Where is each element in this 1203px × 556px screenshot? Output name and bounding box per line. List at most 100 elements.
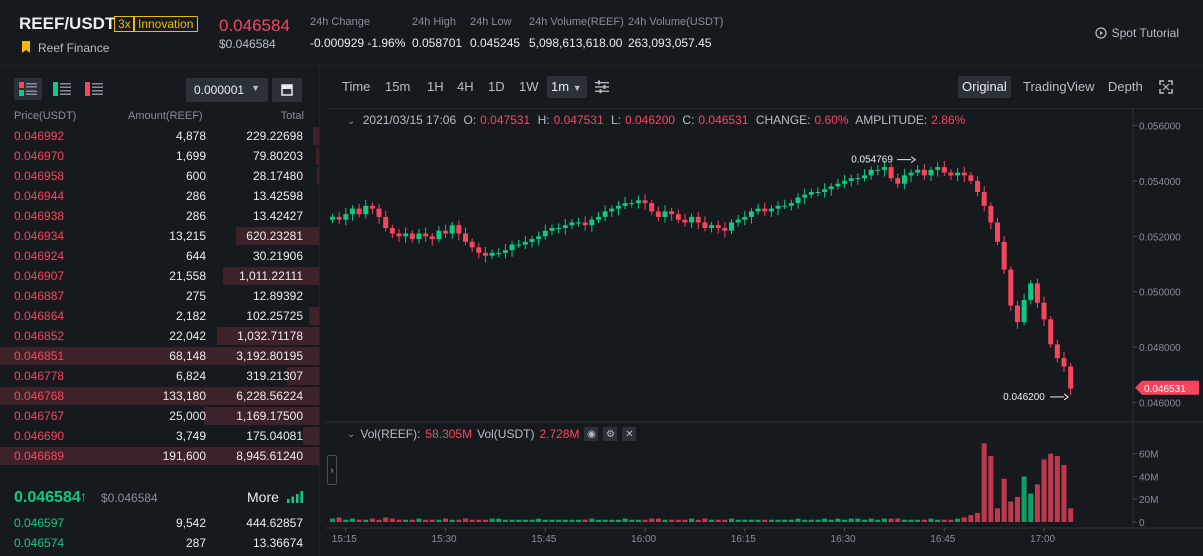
pair-title[interactable]: REEF/USDT bbox=[19, 14, 116, 33]
ask-row[interactable]: 0.046934 13,215 620.23281 bbox=[0, 226, 319, 246]
ask-row[interactable]: 0.046992 4,878 229.22698 bbox=[0, 126, 319, 146]
collapse-panel-button[interactable]: › bbox=[327, 455, 337, 485]
orderbook-asks-button[interactable] bbox=[80, 78, 108, 100]
view-depth[interactable]: Depth bbox=[1108, 79, 1143, 94]
bid-row[interactable]: 0.046574 287 13.36674 bbox=[0, 533, 319, 553]
candle-body bbox=[463, 233, 468, 242]
candle-body bbox=[961, 172, 967, 176]
ask-row[interactable]: 0.046778 6,824 319.21307 bbox=[0, 366, 319, 386]
candle-body bbox=[476, 247, 482, 253]
candle-body bbox=[842, 180, 848, 184]
ask-row[interactable]: 0.046689 191,600 8,945.61240 bbox=[0, 446, 319, 466]
view-original[interactable]: Original bbox=[958, 76, 1011, 98]
stat-24h-high: 24h High 0.058701 bbox=[412, 16, 462, 50]
order-price: 0.046768 bbox=[14, 389, 65, 403]
candle-body bbox=[995, 222, 1000, 242]
caret-down-icon: ▼ bbox=[251, 83, 260, 93]
tab-1m-dropdown[interactable]: 1m ▼ bbox=[547, 76, 587, 98]
ask-row[interactable]: 0.046851 68,148 3,192.80195 bbox=[0, 346, 319, 366]
volume-bar bbox=[735, 519, 741, 522]
y-tick-label: 0.056000 bbox=[1139, 122, 1181, 133]
bookmark-icon[interactable] bbox=[21, 41, 31, 53]
view-tradingview[interactable]: TradingView bbox=[1023, 79, 1095, 94]
candle-body bbox=[1034, 283, 1040, 303]
legend-open-label: O: bbox=[463, 113, 477, 127]
leverage-badge[interactable]: 3x bbox=[114, 16, 135, 32]
bid-row[interactable]: 0.046597 9,542 444.62857 bbox=[0, 513, 319, 533]
collapse-legend-icon[interactable]: ⌄ bbox=[347, 116, 356, 127]
more-button[interactable]: More bbox=[247, 489, 279, 505]
candle-body bbox=[928, 169, 934, 176]
order-price: 0.046778 bbox=[14, 369, 65, 383]
tab-1w[interactable]: 1W bbox=[519, 79, 539, 94]
orderbook-bids-icon bbox=[53, 82, 71, 96]
candle-body bbox=[888, 167, 894, 179]
depth-bar bbox=[223, 267, 319, 285]
ask-row[interactable]: 0.046958 600 28.17480 bbox=[0, 166, 319, 186]
indicator-settings-icon[interactable] bbox=[595, 80, 609, 94]
order-amount: 133,180 bbox=[162, 389, 206, 403]
tab-15m[interactable]: 15m bbox=[385, 79, 411, 94]
candlestick-chart-canvas[interactable]: 0.046000 0.048000 0.050000 0.052000 0.054000… bbox=[325, 108, 1203, 556]
candle-body bbox=[615, 205, 621, 209]
order-total: 30.21906 bbox=[252, 249, 303, 263]
ask-row[interactable]: 0.046907 21,558 1,011.22111 bbox=[0, 266, 319, 286]
candle-body bbox=[655, 211, 661, 217]
mid-price-usd: $0.046584 bbox=[101, 491, 158, 505]
collapse-volume-icon[interactable]: ⌄ bbox=[347, 428, 356, 440]
orderbook-bids-button[interactable] bbox=[48, 78, 76, 100]
legend-change: 0.60% bbox=[814, 113, 849, 127]
y-tick-label: 0.048000 bbox=[1139, 343, 1181, 354]
volume-bar bbox=[629, 519, 635, 522]
tab-1d[interactable]: 1D bbox=[488, 79, 505, 94]
stat-label: 24h Change bbox=[310, 16, 370, 28]
settings-icon[interactable]: ⚙ bbox=[603, 427, 618, 441]
current-price-label: 0.046531 bbox=[1144, 384, 1186, 395]
tick-size-select[interactable]: 0.000001 ▼ bbox=[186, 78, 268, 102]
market-header: REEF/USDT 3x Innovation Reef Finance 0.0… bbox=[0, 0, 1203, 66]
candle-body bbox=[569, 222, 575, 226]
close-icon[interactable]: ✕ bbox=[622, 427, 637, 441]
order-total: 444.62857 bbox=[246, 516, 303, 530]
volume-bar bbox=[669, 519, 675, 522]
signal-bars-icon[interactable] bbox=[287, 491, 303, 503]
candle-body bbox=[602, 211, 608, 217]
orderbook-settings-button[interactable] bbox=[272, 78, 302, 102]
volume-bar bbox=[349, 518, 355, 522]
innovation-badge[interactable]: Innovation bbox=[133, 16, 199, 32]
candle-body bbox=[363, 205, 369, 215]
ask-list: 0.046992 4,878 229.22698 0.046970 1,699 79.80… bbox=[0, 126, 319, 466]
volume-bar bbox=[715, 519, 721, 522]
ask-row[interactable]: 0.046864 2,182 102.25725 bbox=[0, 306, 319, 326]
candle-body bbox=[921, 169, 927, 176]
order-price: 0.046852 bbox=[14, 329, 65, 343]
ask-row[interactable]: 0.046938 286 13.42427 bbox=[0, 206, 319, 226]
eye-icon[interactable]: ◉ bbox=[584, 427, 599, 441]
ask-row[interactable]: 0.046924 644 30.21906 bbox=[0, 246, 319, 266]
coin-name-link[interactable]: Reef Finance bbox=[38, 41, 110, 55]
volume-bar bbox=[935, 519, 941, 522]
order-price: 0.046767 bbox=[14, 409, 65, 423]
ask-row[interactable]: 0.046887 275 12.89392 bbox=[0, 286, 319, 306]
ask-row[interactable]: 0.046767 25,000 1,169.17500 bbox=[0, 406, 319, 426]
tab-1h[interactable]: 1H bbox=[427, 79, 444, 94]
price-chart[interactable]: 0.046000 0.048000 0.050000 0.052000 0.054000… bbox=[325, 108, 1203, 556]
orderbook-both-button[interactable] bbox=[14, 78, 42, 100]
candle-body bbox=[848, 178, 854, 181]
ask-row[interactable]: 0.046768 133,180 6,228.56224 bbox=[0, 386, 319, 406]
tab-time[interactable]: Time bbox=[342, 79, 371, 94]
ask-row[interactable]: 0.046944 286 13.42598 bbox=[0, 186, 319, 206]
candle-body bbox=[908, 172, 914, 176]
volume-bar bbox=[1028, 493, 1034, 522]
volume-bar bbox=[456, 519, 462, 522]
volume-bar bbox=[802, 519, 808, 522]
candle-body bbox=[443, 230, 449, 234]
candle-body bbox=[822, 189, 828, 192]
fullscreen-icon[interactable] bbox=[1159, 80, 1173, 94]
ask-row[interactable]: 0.046690 3,749 175.04081 bbox=[0, 426, 319, 446]
tab-4h[interactable]: 4H bbox=[457, 79, 474, 94]
ask-row[interactable]: 0.046970 1,699 79.80203 bbox=[0, 146, 319, 166]
ask-row[interactable]: 0.046852 22,042 1,032.71178 bbox=[0, 326, 319, 346]
order-price: 0.046907 bbox=[14, 269, 65, 283]
spot-tutorial-link[interactable]: Spot Tutorial bbox=[1095, 26, 1179, 40]
